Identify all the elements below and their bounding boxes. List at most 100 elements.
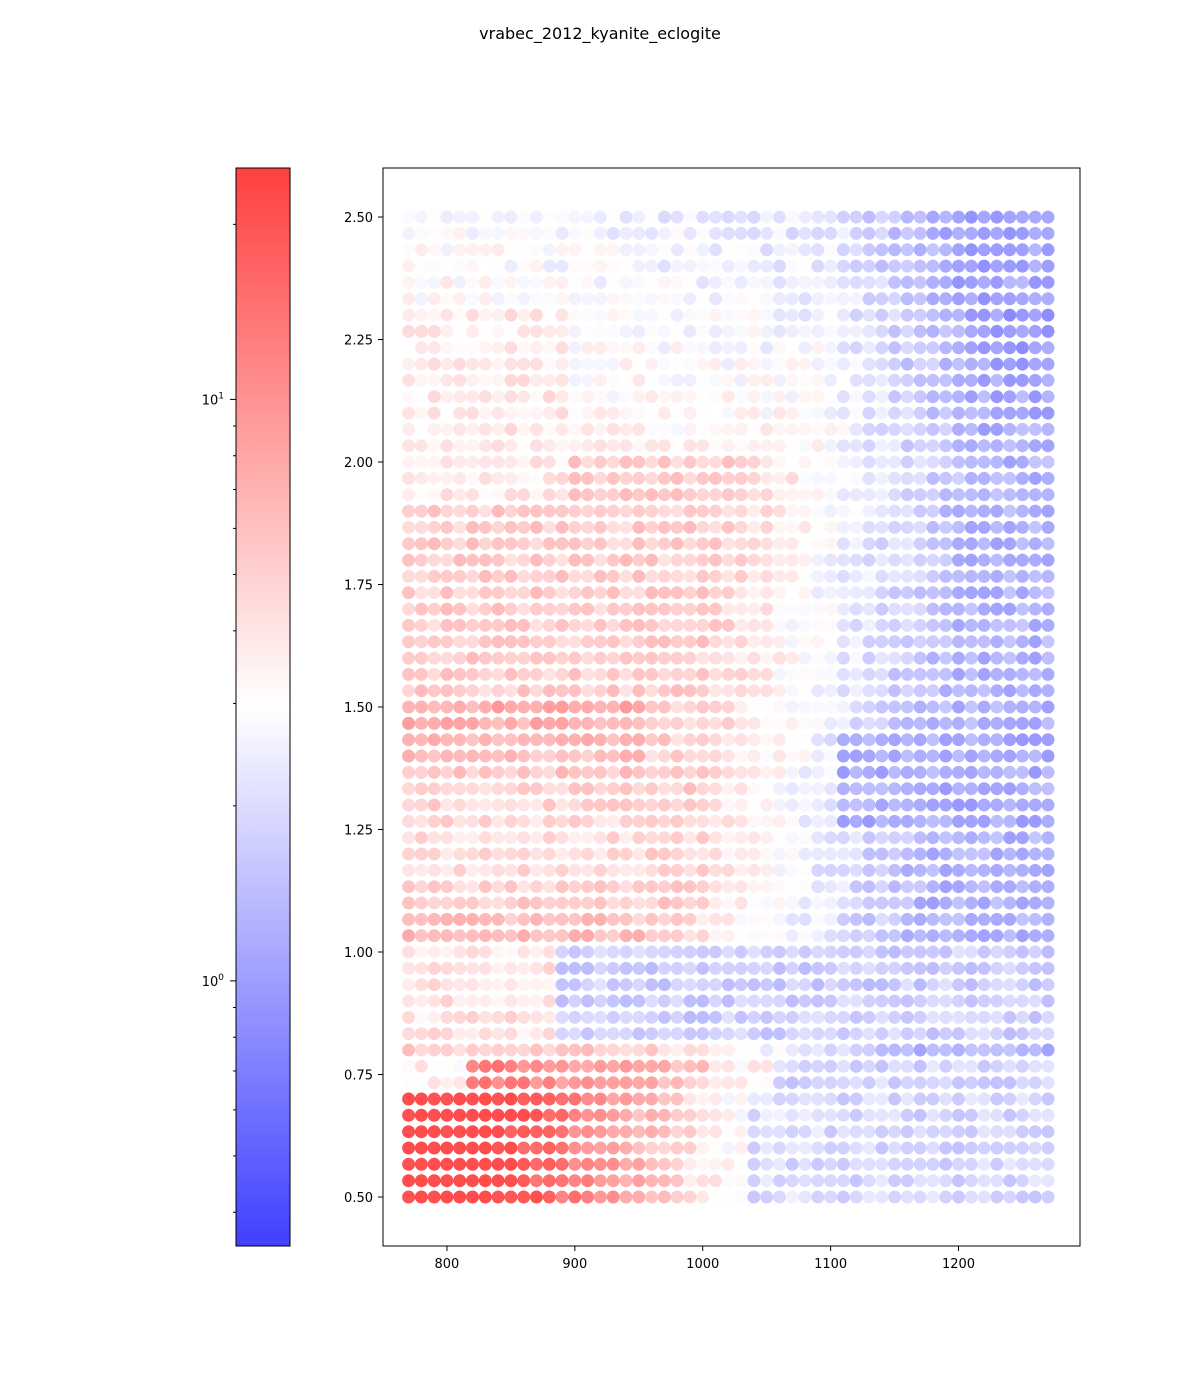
scatter-point [952, 994, 965, 1008]
scatter-point [402, 226, 416, 240]
scatter-point [952, 765, 965, 779]
scatter-point [606, 651, 620, 665]
scatter-point [530, 553, 543, 567]
scatter-point [709, 994, 722, 1008]
scatter-point [926, 373, 940, 387]
scatter-point [990, 896, 1004, 910]
scatter-point [1003, 1027, 1017, 1041]
scatter-point [645, 1157, 659, 1171]
scatter-point [517, 602, 531, 616]
scatter-point [977, 586, 991, 600]
scatter-point [530, 961, 543, 975]
scatter-point [862, 1125, 876, 1139]
scatter-point [824, 651, 838, 665]
scatter-point [402, 667, 416, 681]
scatter-point [811, 847, 825, 861]
scatter-point [990, 1108, 1004, 1122]
scatter-point [568, 1174, 582, 1188]
scatter-point [504, 1043, 518, 1057]
scatter-point [504, 341, 518, 355]
scatter-point [530, 406, 543, 420]
scatter-point [939, 667, 953, 681]
scatter-point [1015, 929, 1029, 943]
scatter-point [952, 1027, 965, 1041]
scatter-point [1028, 1043, 1042, 1057]
scatter-point [888, 488, 902, 502]
scatter-point [773, 292, 786, 306]
scatter-point [849, 1076, 863, 1090]
scatter-point [964, 798, 978, 812]
scatter-point [491, 422, 505, 436]
scatter-point [811, 471, 825, 485]
scatter-point [849, 422, 863, 436]
scatter-point [836, 733, 850, 747]
scatter-point [1015, 831, 1029, 845]
scatter-point [721, 259, 735, 273]
scatter-point [875, 994, 889, 1008]
scatter-point [964, 700, 978, 714]
scatter-point [952, 292, 965, 306]
scatter-point [913, 1043, 927, 1057]
scatter-point [785, 1157, 799, 1171]
scatter-point [478, 716, 492, 730]
scatter-point [1015, 569, 1029, 583]
scatter-point [683, 1076, 697, 1090]
scatter-point [875, 243, 889, 257]
scatter-point [709, 831, 722, 845]
scatter-point [785, 275, 799, 289]
scatter-point [888, 537, 902, 551]
scatter-point [1028, 961, 1042, 975]
scatter-point [696, 896, 710, 910]
scatter-point [606, 716, 620, 730]
scatter-point [964, 961, 978, 975]
scatter-point [824, 602, 838, 616]
scatter-point [849, 520, 863, 534]
scatter-point [964, 929, 978, 943]
scatter-point [773, 406, 786, 420]
scatter-point [811, 896, 825, 910]
scatter-point [440, 765, 454, 779]
scatter-point [926, 210, 940, 224]
scatter-point [926, 978, 940, 992]
scatter-point [849, 651, 863, 665]
scatter-point [926, 1125, 940, 1139]
scatter-point [1028, 1174, 1042, 1188]
scatter-point [402, 1010, 416, 1024]
scatter-point [875, 602, 889, 616]
scatter-point [504, 1092, 518, 1106]
scatter-point [939, 324, 953, 338]
scatter-point [530, 733, 543, 747]
scatter-point [977, 373, 991, 387]
scatter-point [683, 210, 697, 224]
scatter-point [900, 586, 914, 600]
scatter-point [542, 961, 556, 975]
scatter-point [773, 782, 786, 796]
scatter-point [1028, 504, 1042, 518]
scatter-point [1028, 651, 1042, 665]
scatter-point [785, 667, 799, 681]
scatter-point [862, 929, 876, 943]
scatter-point [619, 1059, 633, 1073]
scatter-point [888, 259, 902, 273]
scatter-point [862, 863, 876, 877]
scatter-point [1028, 635, 1042, 649]
scatter-point [709, 978, 722, 992]
scatter-point [619, 1043, 633, 1057]
scatter-point [414, 961, 428, 975]
scatter-point [504, 1076, 518, 1090]
scatter-point [964, 537, 978, 551]
scatter-point [836, 880, 850, 894]
scatter-point [875, 831, 889, 845]
scatter-point [632, 961, 646, 975]
scatter-point [453, 814, 467, 828]
scatter-point [862, 341, 876, 355]
scatter-point [747, 471, 761, 485]
scatter-point [773, 569, 786, 583]
scatter-point [977, 226, 991, 240]
scatter-point [632, 471, 646, 485]
scatter-point [862, 488, 876, 502]
scatter-point [670, 798, 684, 812]
scatter-point [734, 961, 748, 975]
scatter-point [414, 635, 428, 649]
